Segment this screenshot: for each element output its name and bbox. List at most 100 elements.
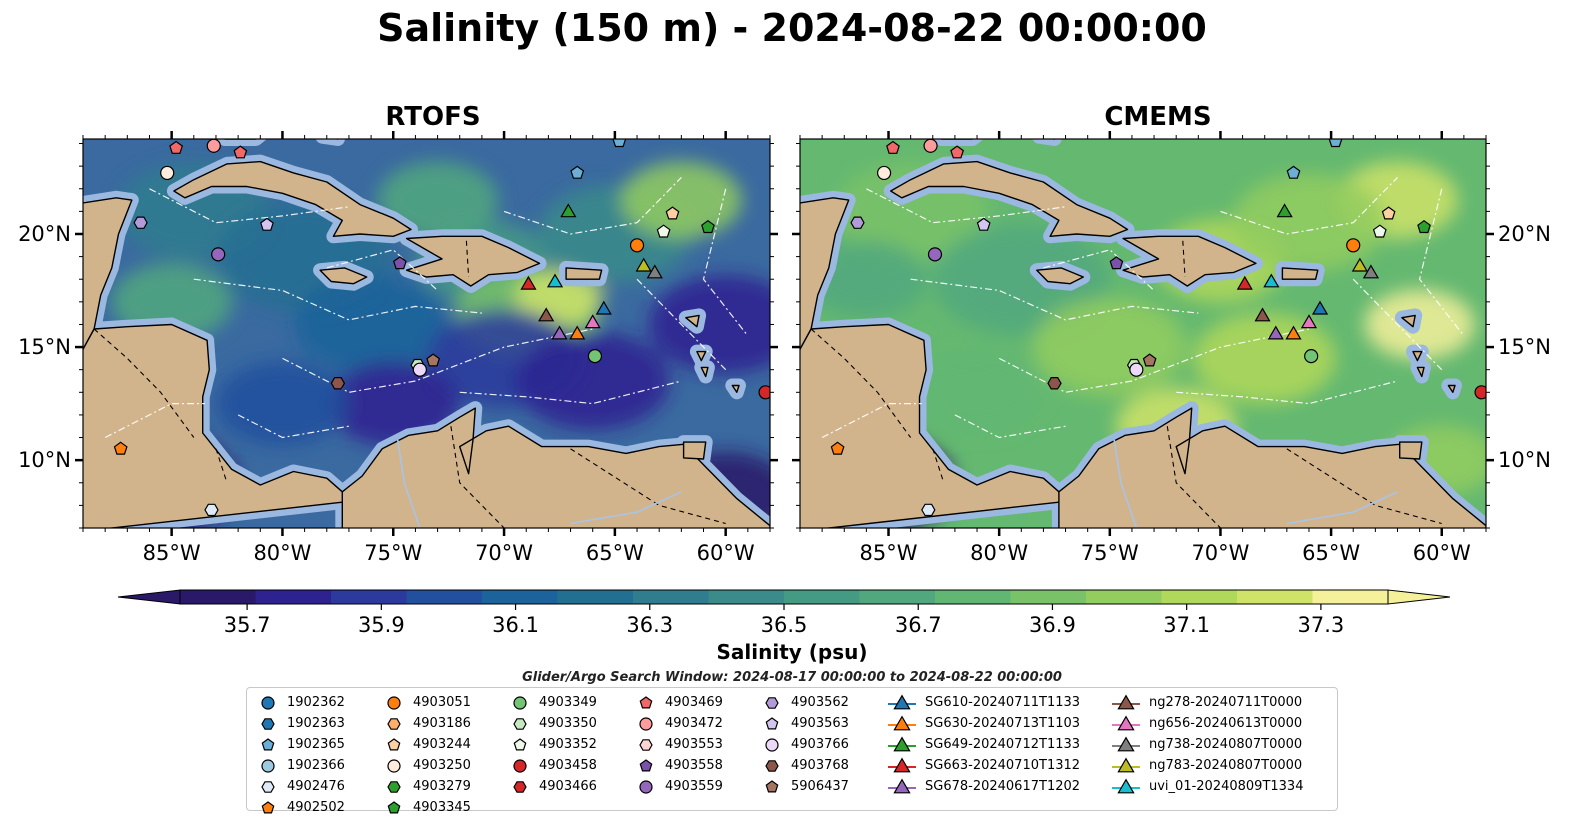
legend-item: 4903352: [509, 734, 597, 755]
legend-label: 1902366: [287, 758, 345, 773]
marker-right-0: [1328, 139, 1343, 148]
marker-left-9: [656, 224, 671, 238]
marker-left-26: [646, 264, 663, 279]
marker-right-30: [1267, 325, 1284, 340]
map-left: [83, 139, 770, 528]
legend-label: ng738-20240807T0000: [1149, 737, 1303, 752]
y-tick-label-right-2: 20°N: [1498, 222, 1551, 246]
marker-right-31: [1285, 325, 1302, 340]
marker-right-16: [1129, 362, 1144, 377]
legend-marker-pentagon: [387, 800, 401, 813]
legend-marker-circle: [513, 758, 527, 773]
legend-item: 4903766: [761, 734, 849, 755]
colorbar-bin-12: [1086, 590, 1162, 604]
legend-item: SG630-20240713T1103: [887, 713, 1080, 734]
legend-label: 4903349: [539, 695, 597, 710]
legend-column-3: 4903469 4903472 4903553 4903558 4903559: [635, 692, 723, 797]
colorbar-tick-label-6: 36.9: [1029, 613, 1076, 637]
legend-item: 4903553: [635, 734, 723, 755]
x-tick-label-left-4: 65°W: [586, 541, 644, 565]
legend-marker-hexagon: [639, 738, 653, 751]
legend-column-0: 1902362 1902363 1902365 1902366 4902476 49025…: [257, 692, 345, 818]
legend-label: SG663-20240710T1312: [925, 758, 1081, 773]
marker-right-11: [1346, 238, 1361, 253]
borders-left: [93, 240, 726, 528]
legend-marker-triangle: [888, 757, 916, 772]
legend-label: 4903472: [665, 716, 723, 731]
marker-left-21: [204, 503, 219, 517]
legend-marker-triangle: [888, 778, 916, 793]
legend-item: 4903559: [635, 776, 723, 797]
legend-marker-circle: [387, 695, 401, 710]
colorbar-tick-label-8: 37.3: [1298, 613, 1345, 637]
marker-right-5: [1286, 165, 1301, 179]
legend-label: 1902362: [287, 695, 345, 710]
legend-item: 4903768: [761, 755, 849, 776]
legend-label: 4903768: [791, 758, 849, 773]
marker-left-29: [584, 314, 601, 329]
legend-marker-triangle: [1112, 757, 1140, 772]
legend-column-4: 4903562 4903563 4903766 4903768 5906437: [761, 692, 849, 797]
legend-item: 4903458: [509, 755, 597, 776]
x-tick-label-left-2: 75°W: [364, 541, 422, 565]
colorbar-bin-13: [1161, 590, 1238, 604]
marker-left-13: [392, 256, 407, 270]
marker-right-3: [950, 145, 965, 159]
marker-left-1: [169, 140, 184, 154]
legend-label: 4903458: [539, 758, 597, 773]
legend-item: 4902502: [257, 797, 345, 818]
marker-right-20: [830, 441, 845, 455]
marker-right-26: [1362, 264, 1380, 279]
search-window-note: Glider/Argo Search Window: 2024-08-17 00…: [522, 670, 1062, 685]
colorbar-bin-0: [180, 590, 256, 604]
markers-left: [113, 139, 770, 517]
legend-label: 4903345: [413, 800, 471, 815]
legend-label: SG678-20240617T1202: [925, 779, 1081, 794]
marker-right-6: [850, 216, 865, 229]
legend-label: 4903051: [413, 695, 471, 710]
legend-label: 4903562: [791, 695, 849, 710]
legend-item: 4903472: [635, 713, 723, 734]
borders-right: [810, 240, 1442, 528]
x-tick-label-right-5: 60°W: [1413, 541, 1471, 565]
legend-marker-circle: [387, 758, 401, 773]
marker-right-4: [876, 165, 892, 181]
colorbar-bin-14: [1237, 590, 1313, 604]
marker-right-24: [1263, 273, 1280, 288]
legend-item: 1902363: [257, 713, 345, 734]
legend-marker-triangle: [1112, 778, 1140, 793]
colorbar-bin-8: [784, 590, 860, 604]
legend-marker-circle: [639, 779, 653, 794]
colorbar-bin-4: [482, 590, 558, 604]
x-tick-label-right-4: 65°W: [1302, 541, 1360, 565]
marker-right-21: [921, 503, 936, 517]
rivers-left: [396, 439, 682, 528]
colorbar-bin-9: [859, 590, 936, 604]
legend-label: 1902365: [287, 737, 345, 752]
legend-item: ng278-20240711T0000: [1111, 692, 1303, 713]
marker-left-0: [612, 139, 627, 148]
marker-left-24: [546, 273, 564, 288]
marker-right-7: [976, 217, 991, 231]
legend-marker-hexagon: [387, 717, 401, 730]
marker-left-6: [133, 216, 148, 229]
marker-left-17: [426, 353, 441, 367]
colorbar-tick-label-7: 37.1: [1163, 613, 1210, 637]
legend-marker-pentagon: [639, 695, 653, 708]
legend-label: 4903466: [539, 779, 597, 794]
legend-label: 4903250: [413, 758, 471, 773]
legend-label: SG630-20240713T1103: [925, 716, 1081, 731]
legend-column-5: SG610-20240711T1133 SG630-20240713T1103 SG…: [887, 692, 1080, 797]
legend-item: 4903469: [635, 692, 723, 713]
legend-marker-circle: [261, 758, 275, 773]
marker-right-8: [1381, 206, 1396, 220]
legend-marker-pentagon: [513, 737, 527, 750]
marker-left-7: [260, 217, 274, 231]
legend-marker-pentagon: [387, 737, 401, 750]
legend-marker-circle: [261, 695, 275, 710]
legend-item: SG649-20240712T1133: [887, 734, 1080, 755]
boundaries-left: [104, 176, 749, 439]
colorbar-bin-6: [633, 590, 709, 604]
legend-marker-hexagon: [513, 780, 527, 793]
marker-left-11: [629, 238, 645, 253]
